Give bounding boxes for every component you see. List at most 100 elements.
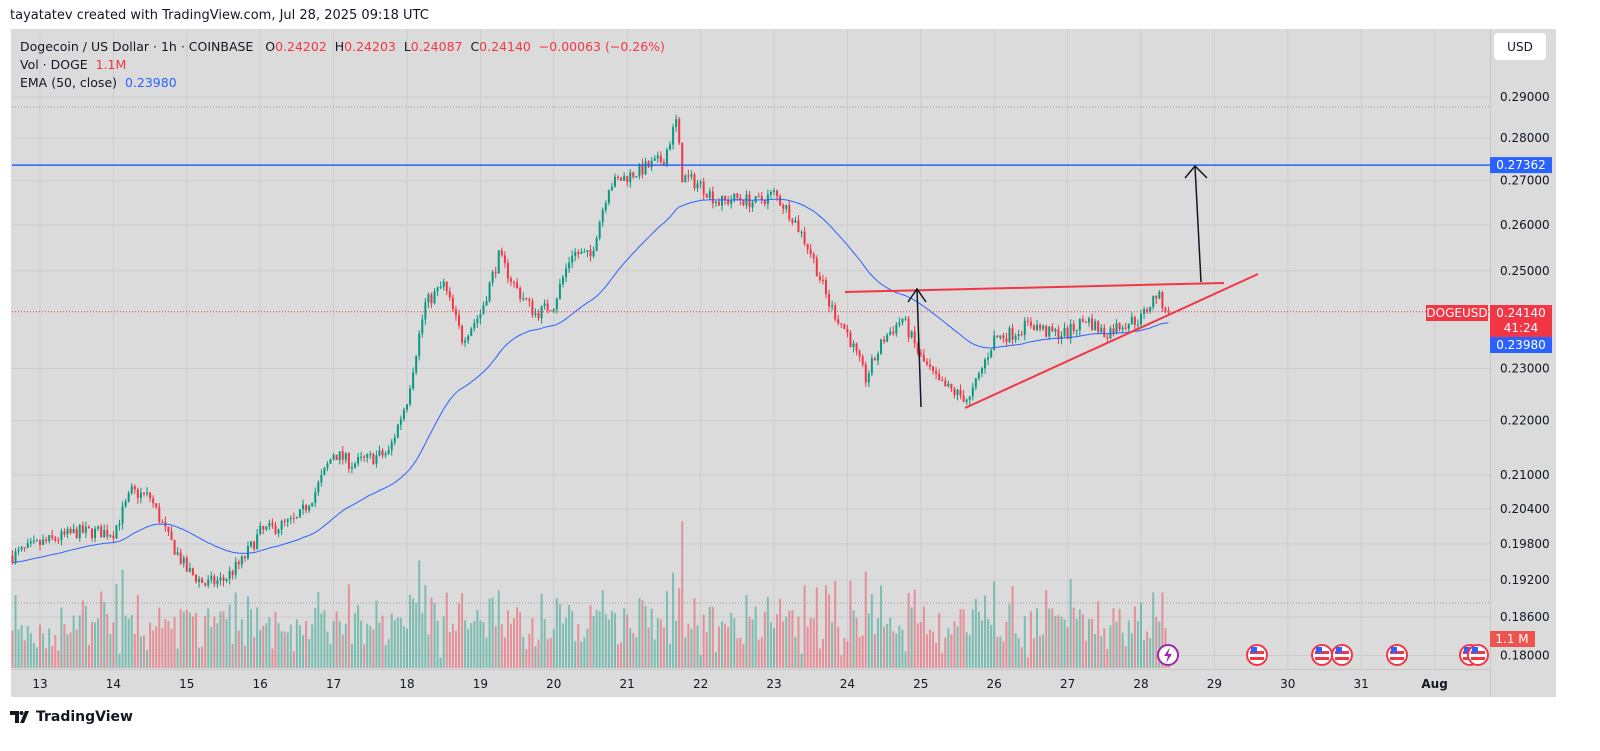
volume-bar (1027, 657, 1029, 668)
volume-bar (819, 649, 821, 668)
volume-bar (189, 613, 191, 668)
volume-bar (593, 616, 595, 668)
ema-title: EMA (50, close) (20, 75, 117, 90)
volume-bar (608, 620, 610, 668)
time-tick: 13 (32, 677, 47, 691)
candle-body (323, 468, 325, 475)
volume-bar (648, 627, 650, 668)
candle-body (871, 358, 873, 373)
close-label: C (470, 39, 479, 54)
candle-body (360, 457, 362, 458)
candle-body (24, 547, 26, 548)
candle-body (229, 571, 231, 579)
volume-bar (486, 638, 488, 668)
volume-bar (807, 627, 809, 668)
volume-bar (721, 621, 723, 668)
candle-body (657, 156, 659, 159)
candle-body (1015, 336, 1017, 340)
volume-bar (651, 609, 653, 668)
last-price-label: 0.24140 (1496, 306, 1546, 320)
candle-body (1021, 334, 1023, 335)
volume-bar (577, 624, 579, 668)
volume-bar (718, 627, 720, 668)
candle-body (97, 527, 99, 529)
candle-body (516, 282, 518, 288)
volume-bar (21, 625, 23, 668)
candle-body (482, 305, 484, 314)
close-value: 0.24140 (479, 39, 531, 54)
volume-bar (941, 653, 943, 668)
volume-bar (1100, 636, 1102, 668)
volume-bar (733, 618, 735, 668)
candle-body (1122, 328, 1124, 330)
candle-body (941, 380, 943, 381)
volume-bar (1048, 608, 1050, 668)
volume-bar (544, 619, 546, 668)
volume-bar (700, 655, 702, 668)
candle-body (311, 503, 313, 507)
candle-body (813, 254, 815, 258)
volume-bar (421, 613, 423, 668)
candle-body (103, 530, 105, 537)
volume-bar (94, 622, 96, 668)
volume-bar (568, 605, 570, 668)
candle-body (207, 580, 209, 586)
volume-bar (146, 650, 148, 668)
volume-bar (18, 630, 20, 668)
candle-body (308, 506, 310, 510)
volume-bar (654, 639, 656, 668)
volume-bar (684, 638, 686, 668)
volume-bar (131, 615, 133, 668)
volume-bar (1146, 632, 1148, 668)
candle-body (859, 351, 861, 357)
candle-body (11, 556, 13, 563)
candle-body (550, 310, 552, 311)
volume-bar (219, 612, 221, 668)
candle-body (137, 489, 139, 497)
volume-bar (259, 630, 261, 668)
tradingview-logo[interactable]: TradingView (10, 709, 133, 725)
volume-bar (859, 637, 861, 668)
volume-bar (1073, 608, 1075, 668)
volume-bar (883, 627, 885, 668)
volume-bar (27, 626, 29, 668)
candle-body (400, 419, 402, 425)
candle-body (898, 323, 900, 325)
level-price-badge: 0.27362 (1490, 157, 1552, 173)
currency-button[interactable]: USD (1494, 33, 1546, 60)
candle-body (131, 486, 133, 493)
volume-bar (492, 597, 494, 668)
volume-bar (143, 635, 145, 668)
volume-bar (372, 629, 374, 668)
candle-body (990, 350, 992, 357)
volume-bar (905, 651, 907, 668)
volume-bar (767, 597, 769, 668)
candle-body (645, 162, 647, 175)
volume-bar (528, 634, 530, 668)
volume-bar (602, 590, 604, 668)
volume-bar (559, 604, 561, 668)
volume-bar (932, 632, 934, 668)
candle-body (94, 529, 96, 538)
candle-body (681, 143, 683, 182)
candle-body (326, 464, 328, 468)
volume-bar (290, 625, 292, 668)
volume-bar (388, 639, 390, 668)
candle-body (675, 119, 677, 127)
volume-label: 1.1 M (1495, 632, 1528, 646)
volume-bar (287, 632, 289, 668)
volume-bar (128, 619, 130, 668)
candle-body (709, 191, 711, 197)
volume-bar (801, 654, 803, 668)
candle-body (1027, 321, 1029, 322)
volume-bar (330, 644, 332, 668)
volume-bar (724, 624, 726, 668)
volume-bar (1112, 608, 1114, 668)
candle-body (219, 577, 221, 580)
candle-body (63, 531, 65, 534)
volume-bar (103, 602, 105, 668)
candle-body (446, 282, 448, 291)
candle-body (1067, 328, 1069, 339)
candle-body (1054, 329, 1056, 331)
